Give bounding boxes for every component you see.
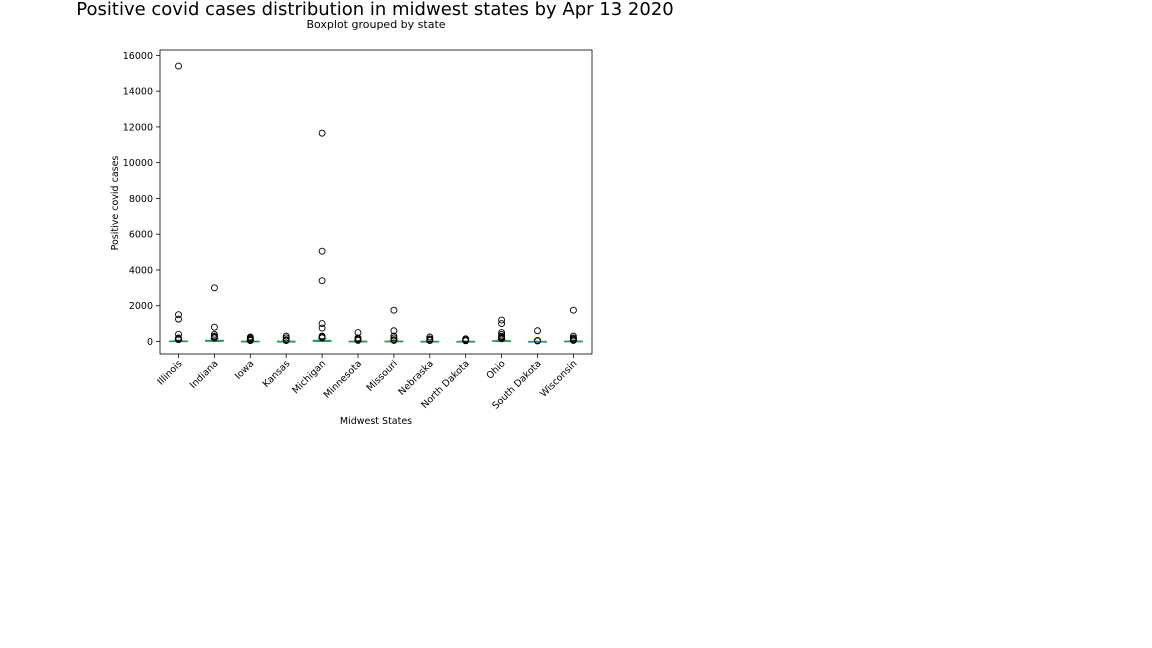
plot-area: 0 2000 4000 6000 8000 10000 12000 14000 16000 Ill… [123, 49, 593, 412]
outlier-point [318, 334, 326, 342]
x-tick-label: Minnesota [322, 358, 364, 400]
x-tick-label: Iowa [233, 358, 256, 381]
y-tick-label: 4000 [129, 265, 153, 276]
outlier-point [318, 320, 326, 328]
outlier-point [569, 306, 577, 314]
outlier-point [390, 336, 398, 344]
y-tick-label: 8000 [129, 194, 153, 205]
outlier-point [426, 333, 434, 341]
outlier-point [175, 336, 182, 344]
outlier-point [318, 129, 326, 137]
x-tick-label: Missouri [365, 358, 400, 393]
x-tick-label: Kansas [261, 358, 293, 390]
plot-frame [159, 49, 593, 355]
outlier-point [390, 334, 398, 342]
x-tick-label: Ohio [484, 358, 507, 381]
x-tick-label: Wisconsin [538, 358, 579, 399]
x-tick-label: Illinois [156, 358, 185, 387]
outlier-point [498, 320, 506, 328]
outlier-point [390, 332, 398, 340]
x-axis-label: Midwest States [340, 416, 412, 427]
outlier-point [498, 335, 506, 343]
outlier-point [569, 336, 577, 344]
outlier-point [175, 62, 182, 70]
y-tick-label: 12000 [123, 122, 153, 133]
outlier-point [390, 306, 398, 314]
outlier-point [210, 334, 218, 342]
outlier-point [569, 332, 577, 340]
chart-title: Positive covid cases distribution in mid… [76, 0, 673, 20]
outlier-point [175, 311, 182, 319]
outlier-point [390, 327, 398, 335]
outlier-point [282, 334, 290, 342]
x-tick-label: Indiana [188, 358, 221, 391]
outlier-point [354, 336, 362, 344]
y-tick-label: 16000 [123, 51, 153, 62]
outlier-point [318, 277, 326, 285]
x-tick-label: Michigan [290, 358, 328, 396]
outlier-point [426, 337, 434, 345]
outlier-point [175, 315, 182, 323]
chart-subtitle: Boxplot grouped by state [306, 18, 445, 31]
outlier-point [498, 316, 506, 324]
y-axis-label: Positive covid cases [110, 156, 121, 251]
outlier-point [498, 330, 506, 338]
outlier-point [282, 332, 290, 340]
outlier-point [246, 337, 254, 345]
y-tick-label: 6000 [129, 230, 153, 241]
y-tick-label: 10000 [123, 158, 153, 169]
outlier-point [462, 337, 470, 345]
y-tick-label: 14000 [123, 87, 153, 98]
outlier-point [318, 324, 326, 332]
outlier-point [282, 337, 290, 345]
y-tick-label: 0 [147, 337, 153, 348]
outlier-point [210, 330, 218, 338]
outlier-point [534, 337, 541, 345]
outlier-point [210, 323, 218, 331]
outlier-point [210, 284, 218, 292]
outlier-point [175, 330, 182, 338]
y-tick-label: 2000 [129, 301, 153, 312]
outlier-point [318, 247, 326, 255]
outlier-point [534, 327, 541, 335]
